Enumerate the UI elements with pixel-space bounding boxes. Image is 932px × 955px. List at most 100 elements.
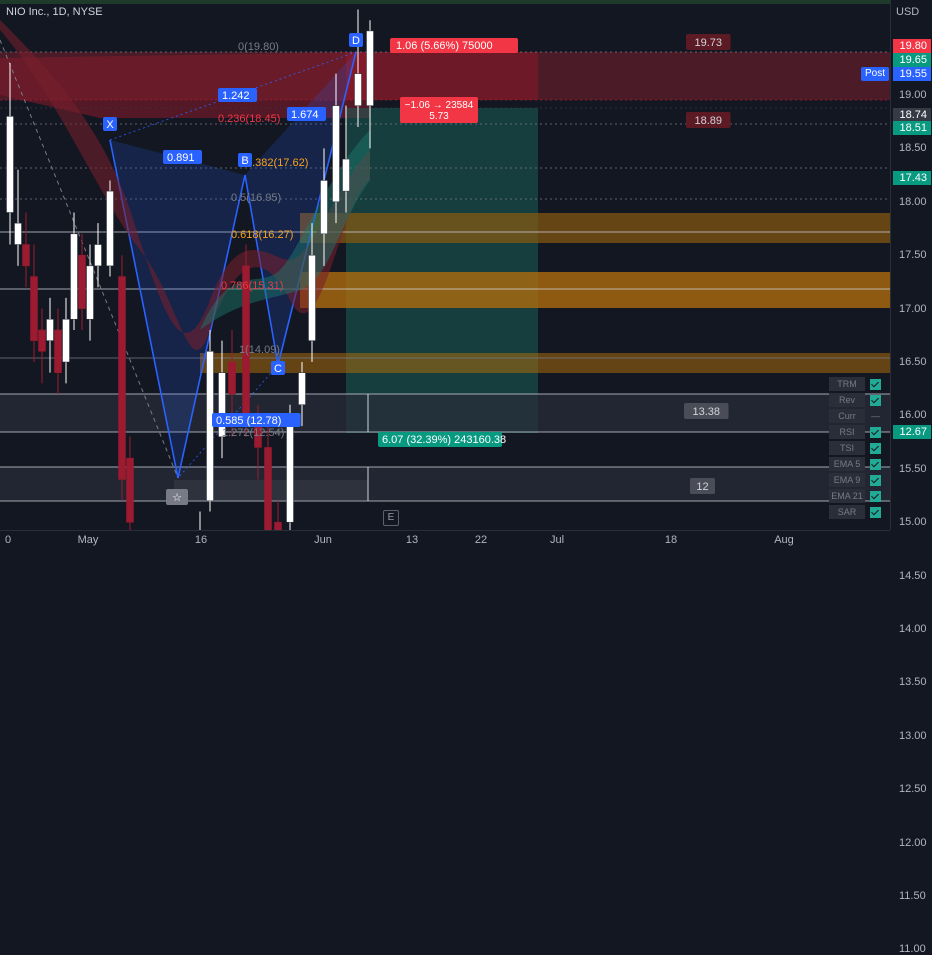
- price-tag-bg: [686, 112, 731, 128]
- ratio-tag-text: 0.585 (12.78): [216, 415, 281, 427]
- events-marker[interactable]: E: [383, 510, 399, 526]
- ema-ribbon-green: [200, 130, 370, 330]
- top-strip: [0, 0, 890, 4]
- candle-body: [218, 372, 226, 438]
- pivot-d-bg: [349, 33, 363, 47]
- price-flag: 19.65: [893, 53, 931, 67]
- candle-body: [366, 30, 374, 106]
- fib-label: 0.5(16.95): [231, 192, 281, 204]
- price-axis-label: 15.00: [899, 516, 927, 529]
- indicator-row-ema-9: EMA 9: [829, 472, 881, 488]
- candle-body: [22, 244, 30, 267]
- price-axis[interactable]: 19.00 18.50 18.00 17.50 17.00 16.50 16.00 15.50…: [890, 0, 932, 955]
- price-axis-label: 12.50: [899, 783, 927, 796]
- indicator-row-tsi: TSI: [829, 440, 881, 456]
- indicator-visibility-checkbox[interactable]: [870, 458, 881, 470]
- candle-body: [106, 190, 114, 267]
- target-label-bg: [390, 38, 518, 53]
- time-axis-label: 22: [474, 534, 488, 546]
- candle-body: [6, 116, 14, 213]
- indicator-name: Curr: [829, 409, 865, 423]
- price-tag-bg: [684, 403, 729, 419]
- indicator-visibility-checkbox[interactable]: [870, 474, 881, 486]
- time-axis[interactable]: 0 May 16 Jun 13 22 Jul 18 Aug: [0, 530, 890, 551]
- pivot-a-bg: [166, 489, 188, 505]
- profit-label-bg: [378, 432, 502, 447]
- price-axis-label: 16.50: [899, 356, 927, 368]
- ratio-tag-bg: [212, 413, 301, 427]
- price-tag-text: 18.89: [694, 115, 722, 127]
- target-label: 1.06 (5.66%) 75000: [396, 40, 493, 52]
- trend-dashed: [0, 39, 179, 479]
- candle-body: [298, 372, 306, 405]
- indicator-row-ema-5: EMA 5: [829, 456, 881, 472]
- fib-label: 0(19.80): [238, 41, 279, 53]
- indicator-name: Rev: [829, 393, 865, 407]
- fib-label: 1(14.09): [239, 344, 280, 356]
- candle-body: [354, 73, 362, 106]
- fib-zone-lower: [200, 353, 890, 373]
- time-axis-label: 0: [4, 534, 12, 546]
- candle-body: [320, 180, 328, 235]
- price-flag: 18.74: [893, 108, 931, 122]
- chart-canvas[interactable]: 0(19.80) 0.236(18.45) 0.382(17.62) 0.5(16.9…: [0, 0, 890, 886]
- indicator-name: EMA 21: [829, 489, 865, 503]
- candle-body: [118, 276, 126, 480]
- pivot-x-label: X: [106, 119, 114, 131]
- candle-body: [126, 457, 134, 523]
- support-zone: [0, 394, 890, 432]
- indicator-legend: TRM Rev Curr — RSI TSI EMA 5 EMA 9 EMA 21 SAR: [829, 376, 881, 520]
- fib-label: 0.618(16.27): [231, 229, 293, 241]
- indicator-name: TRM: [829, 377, 865, 391]
- pivot-x-bg: [103, 117, 117, 131]
- indicator-visibility-checkbox[interactable]: [870, 442, 881, 454]
- indicator-row-ema-21: EMA 21: [829, 488, 881, 504]
- price-flag: 12.67: [893, 425, 931, 439]
- indicator-visibility-toggle[interactable]: —: [871, 411, 880, 421]
- price-axis-label: 16.00: [899, 409, 927, 422]
- indicator-row-rev: Rev: [829, 392, 881, 408]
- support-zone-low: [0, 467, 890, 501]
- indicator-visibility-checkbox[interactable]: [870, 490, 881, 502]
- chart-svg[interactable]: 0(19.80) 0.236(18.45) 0.382(17.62) 0.5(16.9…: [0, 0, 890, 886]
- price-flag: 19.55: [893, 67, 931, 81]
- indicator-visibility-checkbox[interactable]: [870, 394, 881, 406]
- indicator-visibility-checkbox[interactable]: [870, 426, 881, 438]
- candle-body: [228, 361, 236, 395]
- time-axis-label: Jul: [549, 534, 565, 546]
- time-axis-label: Jun: [314, 534, 332, 546]
- price-axis-label: 19.00: [899, 89, 927, 101]
- candle-body: [286, 425, 294, 523]
- price-tag-bg: [686, 34, 731, 50]
- fib-label: 0.786(15.31): [221, 280, 283, 292]
- fib-label: 0.382(17.62): [246, 157, 308, 169]
- ratio-tag-bg: [287, 107, 326, 121]
- price-axis-label: 18.00: [899, 195, 927, 208]
- candle-body: [264, 447, 272, 534]
- time-axis-label: 18: [664, 534, 678, 546]
- position-loss-box: [346, 52, 538, 100]
- price-axis-label: 14.00: [899, 623, 927, 635]
- indicator-name: EMA 5: [829, 457, 865, 471]
- stop-label-line2: 5.73: [429, 111, 449, 122]
- ratio-tag-text: 1.674: [291, 109, 319, 121]
- xabc-wedge-2: [245, 52, 356, 365]
- indicator-row-rsi: RSI: [829, 424, 881, 440]
- pivot-a-star-icon: ☆: [172, 492, 182, 504]
- stop-label-line1: −1.06 → 23584: [405, 100, 474, 111]
- price-axis-label: 13.50: [899, 676, 927, 689]
- symbol-title[interactable]: NIO Inc., 1D, NYSE: [6, 6, 103, 18]
- ema-ribbon-red: [0, 20, 370, 350]
- fib-zone-upper: [300, 213, 890, 243]
- indicator-visibility-checkbox[interactable]: [870, 378, 881, 390]
- pivot-b-bg: [238, 153, 252, 167]
- candle-body: [342, 158, 350, 192]
- candle-body: [30, 276, 38, 341]
- price-tag-text: 19.73: [694, 37, 722, 49]
- ratio-tag-bg: [163, 150, 202, 164]
- profit-label: 6.07 (32.39%) 243160.38: [382, 434, 506, 446]
- candle-body: [14, 222, 22, 245]
- price-axis-label: 11.00: [899, 943, 926, 955]
- indicator-visibility-checkbox[interactable]: [870, 506, 881, 518]
- fib-label: 0.236(18.45): [218, 113, 280, 125]
